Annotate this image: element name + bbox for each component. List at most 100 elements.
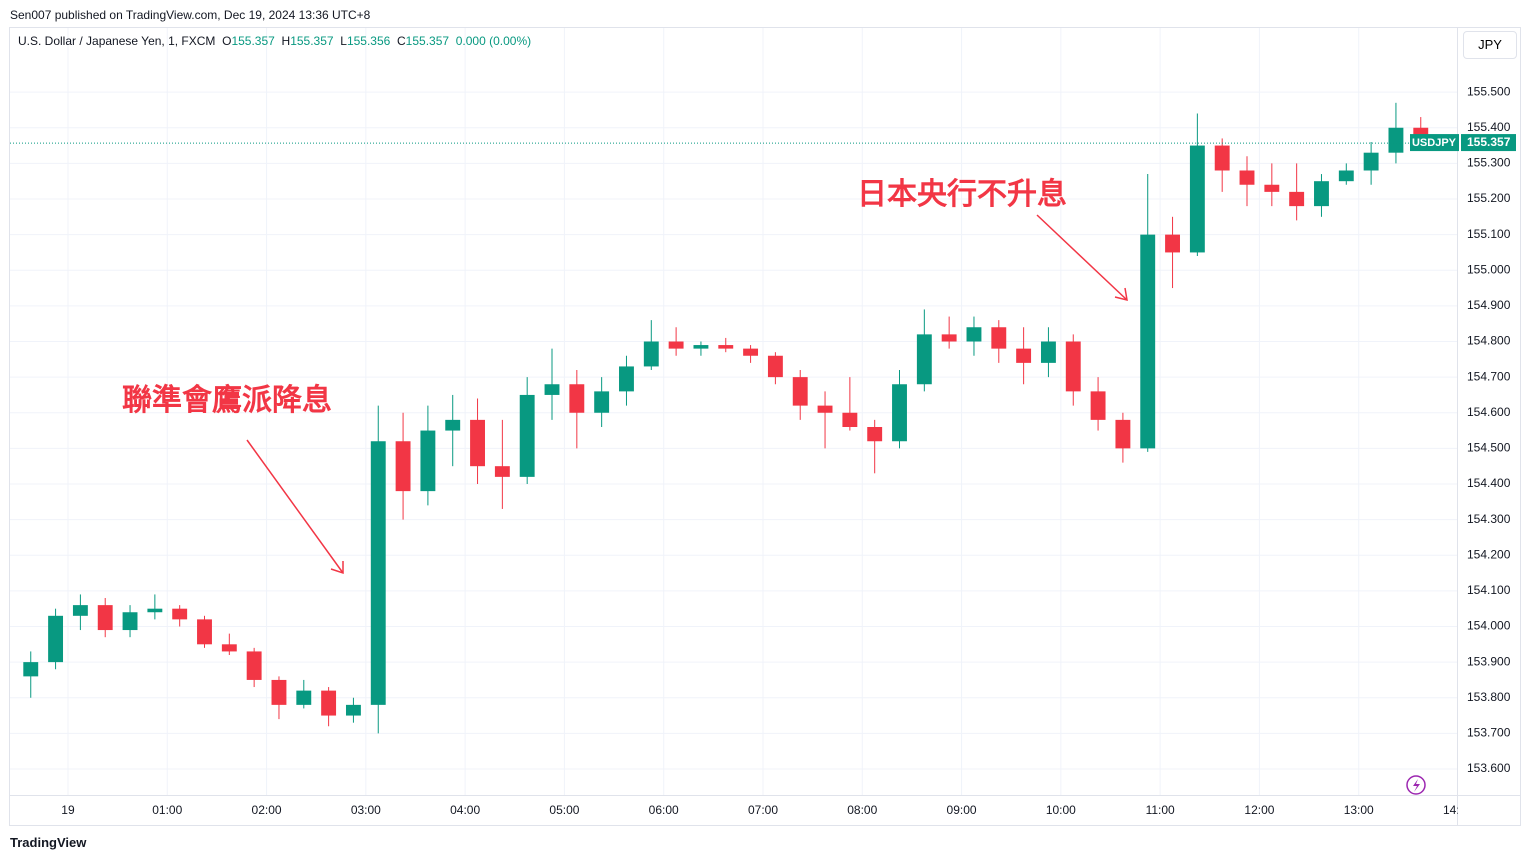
arrow-head — [1114, 287, 1128, 302]
y-tick-label: 154.300 — [1467, 512, 1511, 526]
y-tick-label: 154.900 — [1467, 298, 1511, 312]
candle-body — [867, 426, 883, 442]
y-tick-label: 155.500 — [1467, 84, 1511, 98]
currency-button[interactable]: JPY — [1463, 31, 1517, 59]
candle-body — [792, 377, 808, 406]
y-tick-label: 155.200 — [1467, 191, 1511, 205]
candle-body — [1189, 145, 1205, 253]
y-tick-label: 154.600 — [1467, 405, 1511, 419]
symbol-title: U.S. Dollar / Japanese Yen, 1, FXCM — [18, 34, 216, 48]
x-tick-label: 14:00 — [1443, 803, 1473, 817]
candle-body — [842, 412, 858, 427]
x-tick-label: 11:00 — [1146, 803, 1175, 817]
candle-body — [1016, 348, 1032, 363]
ohlc-value: 155.356 — [346, 34, 391, 48]
candle-body — [1090, 391, 1106, 420]
candle-body — [569, 384, 585, 413]
arrow — [1036, 214, 1128, 301]
ohlc-label: L — [340, 34, 347, 48]
x-axis: 19 01:00 02:00 03:00 04:00 05:00 06:00 07:00 08:… — [61, 803, 1473, 817]
candle-body — [1314, 181, 1329, 207]
candle-body — [519, 394, 535, 477]
y-tick-label: 155.100 — [1467, 227, 1511, 241]
publisher: Sen007 published on TradingView.com, Dec… — [10, 8, 371, 22]
y-axis: 153.600 153.700 153.800 153.900 154.000 154.1… — [1467, 84, 1511, 775]
candle-body — [991, 327, 1007, 349]
ohlc-label: O — [222, 34, 232, 48]
candle-body — [619, 366, 634, 392]
candle-body — [221, 644, 237, 652]
y-tick-label: 153.700 — [1467, 726, 1511, 740]
candle-body — [147, 608, 163, 613]
candle-body — [395, 441, 411, 492]
candle-body — [544, 384, 560, 395]
candles — [23, 102, 1429, 734]
candle-body — [345, 704, 361, 716]
candle-body — [916, 334, 932, 385]
y-tick-label: 154.800 — [1467, 334, 1511, 348]
candle-body — [1363, 152, 1379, 171]
x-tick-label: 19 — [61, 803, 75, 817]
ohlc-label: H — [281, 34, 291, 48]
candle-body — [445, 419, 461, 431]
candle-body — [1065, 341, 1081, 392]
candle-body — [420, 430, 436, 492]
y-tick-label: 153.600 — [1467, 761, 1511, 775]
candle-body — [743, 348, 759, 356]
candle-body — [1388, 127, 1404, 153]
y-tick-label: 155.300 — [1467, 156, 1511, 170]
ohlc-label: C — [397, 34, 406, 48]
y-tick-label: 154.000 — [1467, 619, 1511, 633]
y-tick-label: 153.800 — [1467, 690, 1511, 704]
x-tick-label: 02:00 — [252, 803, 282, 817]
icon-bolt — [1413, 779, 1420, 792]
last-price: USDJPY 155.357 — [10, 134, 1516, 152]
candle-body — [693, 345, 709, 349]
candle-body — [1214, 145, 1230, 171]
candle-body — [643, 341, 659, 367]
symbol-tag-label: USDJPY — [1412, 137, 1457, 149]
x-tick-label: 10:00 — [1046, 803, 1076, 817]
candle-body — [172, 608, 188, 620]
candle-body — [296, 690, 312, 705]
candle-body — [470, 419, 485, 467]
candle-body — [1264, 184, 1280, 192]
candle-body — [48, 615, 64, 663]
candle-body — [767, 355, 783, 378]
arrow — [246, 439, 344, 574]
y-tick-label: 154.200 — [1467, 547, 1511, 561]
candle-body — [1338, 170, 1354, 182]
candle-body — [1289, 191, 1305, 207]
frame — [9, 27, 1521, 826]
arrow-head — [330, 561, 344, 575]
candle-body — [97, 605, 113, 631]
ohlc-value: 155.357 — [290, 34, 334, 48]
candle-body — [1140, 234, 1156, 449]
candle-body — [321, 690, 337, 716]
y-tick-label: 155.400 — [1467, 120, 1511, 134]
candle-body — [1165, 234, 1180, 253]
y-tick-label: 154.500 — [1467, 441, 1511, 455]
candle-body — [1239, 170, 1255, 185]
candle-body — [718, 345, 734, 349]
icon[interactable] — [1406, 775, 1426, 795]
price-tag — [1461, 134, 1516, 152]
y-tick-label: 153.900 — [1467, 654, 1511, 668]
candle-body — [941, 334, 957, 342]
change: 0.000 (0.00%) — [455, 34, 532, 48]
candle-body — [122, 612, 138, 631]
candle-body — [668, 341, 684, 349]
candle-body — [370, 441, 386, 705]
x-tick-label: 07:00 — [748, 803, 778, 817]
candle-body — [271, 679, 287, 705]
annotation: 聯準會鷹派降息 — [122, 383, 332, 417]
x-tick-label: 01:00 — [152, 803, 182, 817]
y-tick-label: 154.700 — [1467, 369, 1511, 383]
candle-body — [1115, 419, 1131, 449]
candle-body — [72, 605, 88, 616]
x-tick-label: 08:00 — [847, 803, 877, 817]
candle-body — [246, 651, 262, 680]
x-tick-label: 03:00 — [351, 803, 381, 817]
